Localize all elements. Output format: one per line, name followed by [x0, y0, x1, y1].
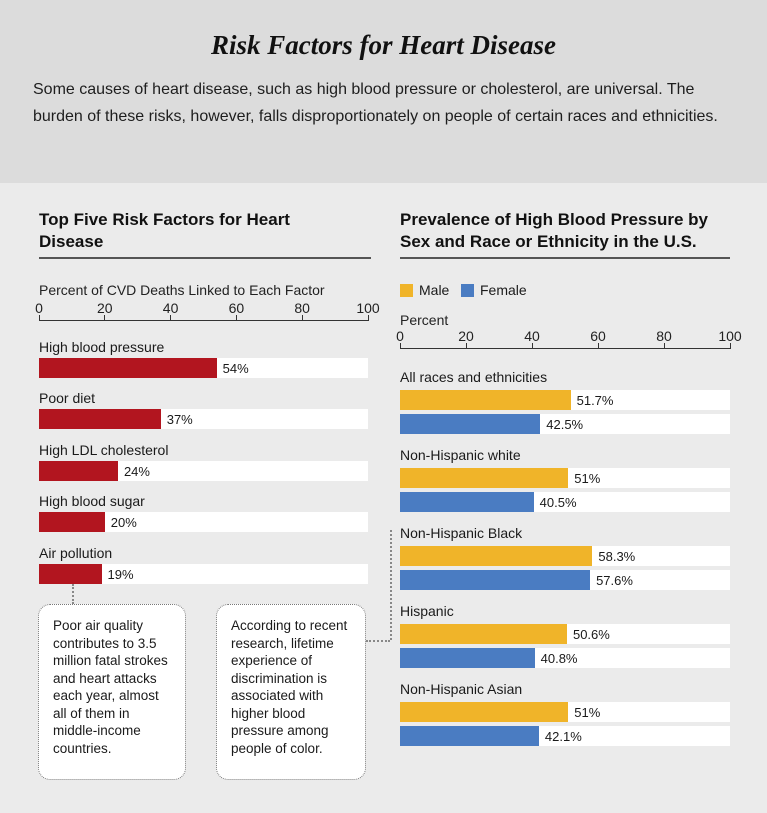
left-tick-mark [170, 315, 172, 321]
right-tick-mark [663, 343, 665, 349]
left-bar [39, 512, 105, 532]
right-chart-title: Prevalence of High Blood Pressure by Sex… [400, 210, 708, 251]
legend-female-label: Female [480, 282, 527, 298]
right-value-female: 42.5% [546, 417, 584, 432]
left-value-label: 20% [110, 515, 137, 530]
left-bar [39, 358, 217, 378]
right-bar-female [400, 648, 535, 668]
right-category-label: Non-Hispanic Asian [400, 681, 523, 697]
air-pollution-note: Poor air quality contributes to 3.5 mill… [38, 604, 186, 780]
right-bar-male [400, 546, 593, 566]
left-category-label: Air pollution [39, 545, 113, 561]
left-tick-label: 100 [356, 300, 380, 316]
left-value-label: 54% [222, 361, 249, 376]
left-bar [39, 564, 102, 584]
right-bar-male [400, 624, 567, 644]
right-tick-mark [465, 343, 467, 349]
left-tick-mark [38, 315, 40, 321]
right-value-male: 51% [574, 471, 601, 486]
left-axis-label: Percent of CVD Deaths Linked to Each Fac… [39, 282, 325, 298]
discrimination-connector-h [366, 640, 390, 642]
right-bar-male [400, 702, 569, 722]
page-title: Risk Factors for Heart Disease [210, 30, 556, 60]
legend-male: Male [400, 282, 449, 298]
air-pollution-connector [72, 584, 74, 604]
left-tick-label: 80 [294, 300, 310, 316]
left-chart-title: Top Five Risk Factors for Heart Disease [39, 210, 290, 251]
left-tick-mark [301, 315, 303, 321]
right-category-label: Non-Hispanic Black [400, 525, 523, 541]
right-bar-female [400, 492, 534, 512]
right-value-female: 42.1% [544, 729, 582, 744]
left-category-label: High LDL cholesterol [39, 442, 169, 458]
right-tick-mark [399, 343, 401, 349]
right-value-male: 50.6% [572, 627, 610, 642]
right-category-label: Hispanic [400, 603, 454, 619]
header-band [0, 0, 767, 183]
right-tick-label: 40 [524, 328, 540, 344]
discrimination-connector-v [390, 530, 392, 640]
legend-female-swatch [461, 283, 474, 297]
right-category-label: All races and ethnicities [400, 369, 548, 385]
right-value-male: 58.3% [598, 549, 636, 564]
left-bar-track [39, 564, 368, 584]
right-title-rule [400, 257, 730, 259]
left-tick-label: 20 [97, 300, 113, 316]
right-bar-female [400, 414, 541, 434]
right-bar-male [400, 390, 571, 410]
right-tick-label: 0 [396, 328, 404, 344]
right-value-female: 57.6% [596, 573, 633, 588]
left-tick-mark [104, 315, 106, 321]
right-tick-mark [729, 343, 731, 349]
left-value-label: 24% [123, 464, 150, 479]
right-value-male: 51% [574, 705, 601, 720]
left-category-label: High blood sugar [39, 493, 145, 509]
left-value-label: 19% [107, 567, 134, 582]
left-tick-label: 0 [35, 300, 43, 316]
right-tick-label: 20 [458, 328, 474, 344]
left-tick-label: 60 [228, 300, 245, 316]
right-value-male: 51.7% [576, 393, 614, 408]
left-bar [39, 409, 161, 429]
discrimination-note: According to recent research, lifetime e… [216, 604, 366, 780]
right-bar-female [400, 726, 539, 746]
right-bar-female [400, 570, 591, 590]
right-axis-label: Percent [400, 312, 449, 328]
right-value-female: 40.8% [540, 651, 578, 666]
left-category-label: Poor diet [39, 390, 96, 406]
right-category-label: Non-Hispanic white [400, 447, 521, 463]
left-tick-label: 40 [162, 300, 179, 316]
right-bar-male [400, 468, 569, 488]
intro-text: Some causes of heart disease, such as hi… [33, 81, 718, 125]
left-bar-track [39, 512, 368, 532]
legend-male-swatch [400, 283, 413, 297]
left-tick-mark [235, 315, 237, 321]
right-tick-label: 60 [590, 328, 606, 344]
left-tick-mark [367, 315, 369, 321]
left-axis-line [39, 320, 368, 321]
right-tick-label: 80 [656, 328, 672, 344]
right-value-female: 40.5% [539, 495, 577, 510]
left-bar [39, 461, 118, 481]
left-value-label: 37% [166, 412, 193, 427]
left-category-label: High blood pressure [39, 339, 165, 355]
right-tick-mark [597, 343, 599, 349]
legend-female: Female [461, 282, 527, 298]
right-tick-label: 100 [718, 328, 742, 344]
left-title-rule [39, 257, 371, 259]
left-bar-track [39, 461, 368, 481]
right-axis-line [400, 348, 730, 349]
legend-male-label: Male [419, 282, 450, 298]
right-tick-mark [531, 343, 533, 349]
